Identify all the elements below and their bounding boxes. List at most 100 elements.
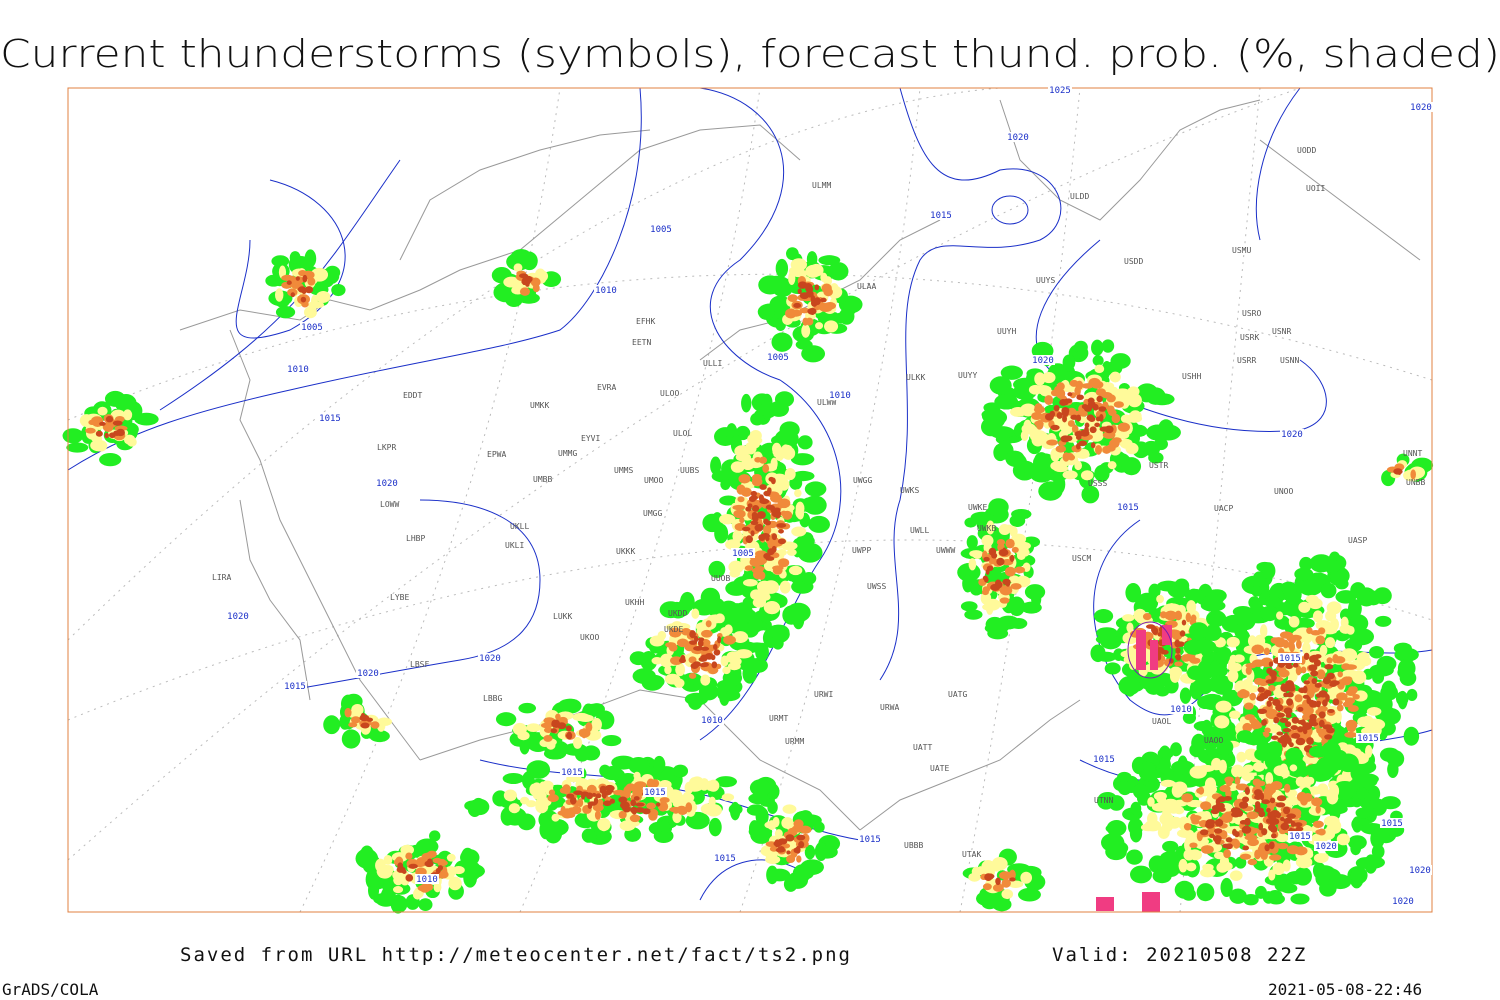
- storm-shading: [719, 513, 736, 525]
- storm-shading: [1234, 776, 1241, 785]
- storm-shading: [1280, 666, 1287, 674]
- station-label: UWSS: [867, 582, 886, 591]
- storm-shading: [581, 828, 597, 843]
- storm-shading: [992, 883, 1004, 892]
- storm-shading: [689, 630, 696, 639]
- storm-shading: [115, 394, 137, 414]
- isobar-label: 1015: [1381, 819, 1403, 829]
- storm-shading: [1251, 585, 1262, 597]
- storm-shading: [756, 511, 766, 519]
- storm-shading: [569, 797, 577, 805]
- storm-shading: [1148, 451, 1164, 464]
- storm-shading: [503, 789, 517, 802]
- storm-shading: [793, 302, 802, 308]
- storm-shading: [1236, 730, 1254, 743]
- storm-shading: [757, 571, 766, 580]
- storm-shading: [795, 535, 815, 547]
- station-label: UWKE: [968, 503, 987, 512]
- storm-shading: [1130, 424, 1148, 438]
- storm-shading: [1122, 614, 1135, 622]
- isobar-label-bg: [828, 390, 852, 400]
- storm-shading: [506, 252, 531, 271]
- storm-shading: [1044, 413, 1054, 421]
- storm-shading: [801, 345, 826, 363]
- station-label: UASP: [1348, 536, 1367, 545]
- storm-shading: [1281, 683, 1287, 689]
- station-label: UMMG: [558, 449, 577, 458]
- storm-shading: [1288, 615, 1300, 628]
- storm-shading: [99, 421, 106, 426]
- storm-shading: [1176, 641, 1185, 647]
- storm-shading: [1126, 622, 1134, 633]
- storm-shading: [684, 781, 694, 795]
- station-label: USRK: [1240, 333, 1259, 342]
- storm-shading: [1299, 556, 1313, 571]
- storm-shading: [1169, 669, 1181, 683]
- storm-shading: [753, 558, 766, 566]
- storm-shading: [597, 798, 604, 807]
- station-label: UUYY: [958, 371, 977, 380]
- storm-shading: [543, 727, 553, 734]
- storm-shading: [1289, 764, 1298, 772]
- storm-shading: [301, 301, 309, 308]
- storm-shading: [1257, 686, 1265, 693]
- station-label: UWKB: [977, 524, 996, 533]
- storm-shading: [1250, 719, 1261, 730]
- storm-shading: [729, 569, 741, 578]
- station-label: UKDD: [668, 609, 687, 618]
- storm-shading: [1189, 765, 1207, 779]
- storm-shading: [526, 723, 541, 732]
- storm-shading: [1129, 410, 1142, 423]
- storm-shading: [408, 863, 418, 869]
- station-label: USDD: [1124, 257, 1143, 266]
- storm-shading: [807, 307, 817, 315]
- storm-shading: [982, 575, 988, 581]
- storm-shading: [1200, 801, 1212, 811]
- storm-shading: [759, 498, 770, 505]
- storm-shading: [705, 620, 712, 628]
- isobar-label: 1010: [701, 716, 723, 726]
- isobar-label-bg: [375, 478, 399, 488]
- storm-shading: [768, 476, 775, 482]
- storm-shading: [1181, 793, 1193, 803]
- storm-shading: [1001, 878, 1011, 888]
- storm-shading: [1162, 840, 1179, 853]
- storm-shading: [1094, 422, 1101, 428]
- storm-shading: [1066, 407, 1077, 417]
- storm-shading: [1326, 601, 1342, 615]
- storm-shading: [1106, 819, 1127, 837]
- storm-shading: [1212, 675, 1234, 695]
- storm-shading: [1283, 806, 1291, 815]
- station-label: LOWW: [380, 500, 399, 509]
- storm-shading: [1344, 731, 1357, 738]
- storm-shading: [1263, 596, 1283, 608]
- storm-shading: [795, 845, 801, 854]
- storm-shading: [1380, 684, 1398, 701]
- storm-shading: [646, 778, 655, 789]
- storm-shading: [1269, 854, 1282, 861]
- storm-shading: [592, 792, 597, 797]
- storm-shading: [1285, 747, 1303, 764]
- storm-shading: [664, 665, 672, 675]
- storm-shading: [1356, 653, 1367, 663]
- storm-shading: [782, 804, 797, 814]
- storm-shading: [960, 601, 978, 612]
- storm-shading: [446, 853, 456, 862]
- storm-shading: [1261, 828, 1268, 836]
- storm-shading: [1302, 641, 1311, 656]
- station-label: UKOO: [580, 633, 599, 642]
- storm-shading: [1246, 811, 1259, 820]
- storm-shading: [1164, 610, 1178, 621]
- storm-shading: [775, 511, 781, 519]
- storm-shading: [503, 276, 520, 288]
- storm-shading: [1186, 600, 1197, 614]
- storm-shading: [780, 510, 788, 517]
- storm-shading: [1312, 820, 1324, 828]
- storm-shading: [1365, 590, 1382, 606]
- storm-shading: [1031, 411, 1043, 421]
- storm-shading: [1311, 797, 1323, 807]
- storm-shading: [366, 717, 374, 722]
- storm-shading: [1075, 443, 1081, 450]
- storm-shading: [1275, 812, 1282, 819]
- storm-shading: [741, 393, 752, 413]
